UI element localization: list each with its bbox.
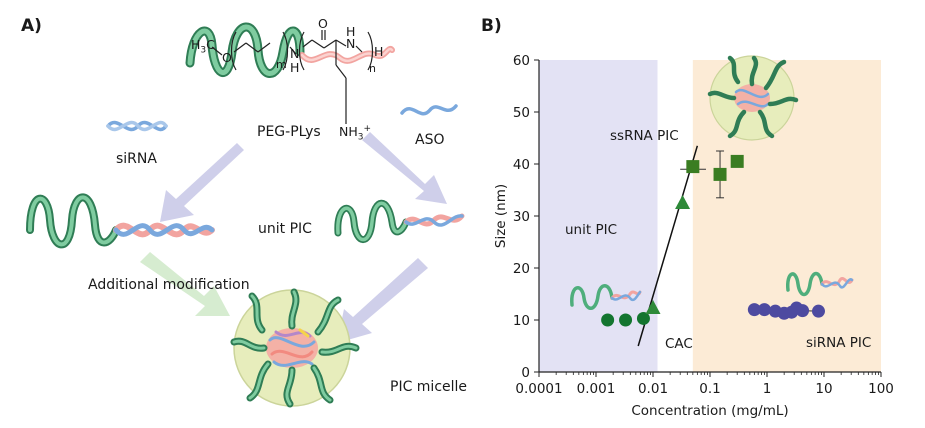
arrow-to-unit-left (160, 143, 244, 222)
ssrna-micelle-peg (727, 55, 741, 85)
sirna-unit-pic (26, 193, 215, 249)
chem-nh3-sub: 3 (357, 132, 364, 143)
data-point-square (713, 167, 727, 181)
data-point-circle (747, 303, 761, 317)
chem-h3c-sub: 3 (200, 45, 207, 56)
sirna-glyph-peg (786, 271, 824, 297)
data-point-circle (601, 313, 615, 327)
unit-pic-annotation: unit PIC (565, 222, 617, 238)
sirna-helix (106, 120, 168, 132)
chem-h-amide: H (346, 24, 356, 39)
x-tick-label: 0.001 (577, 381, 616, 397)
data-point-triangle (645, 300, 661, 315)
ssrna-micelle-peg (707, 90, 737, 101)
chem-n-subscript: n (369, 62, 376, 75)
chem-nh3-sup: + (363, 124, 372, 134)
x-tick-label: 1 (763, 381, 772, 397)
panel-a-label: A) (21, 16, 42, 36)
ssrna-micelle-peg (757, 109, 775, 139)
pic-micelle (230, 288, 360, 408)
chem-h: H (191, 37, 201, 52)
additional-modification-label: Additional modification (88, 277, 250, 293)
y-tick-label: 40 (513, 157, 530, 173)
chem-h3c: H3C (191, 37, 215, 56)
ssrna-micelle-rna (736, 100, 770, 108)
arrow-to-unit-right (362, 132, 447, 204)
unit-pic-label: unit PIC (258, 221, 312, 237)
region-unit-pic (539, 60, 658, 372)
x-tick-label: 0.0001 (515, 381, 562, 397)
ssrna-micelle-peg (767, 96, 799, 107)
y-tick-label: 60 (513, 53, 530, 69)
y-axis-title: Size (nm) (493, 184, 509, 248)
peg-plys-polymer (185, 22, 395, 78)
chem-m: m (276, 58, 287, 71)
y-tick-label: 10 (513, 313, 530, 329)
cac-annotation: CAC (665, 336, 693, 352)
peg-plys-label: PEG-PLys (257, 124, 321, 140)
data-point-triangle (675, 195, 691, 209)
aso-unit-pic (334, 199, 465, 244)
data-point-circle (619, 313, 633, 327)
panel-b-label: B) (481, 16, 502, 36)
chemical-structure (211, 30, 374, 124)
chem-n-ether: N (290, 46, 300, 61)
data-point-circle (796, 304, 810, 318)
x-tick-label: 0.01 (638, 381, 668, 397)
x-tick-label: 100 (868, 381, 894, 397)
sirna-pic-annotation: siRNA PIC (806, 335, 871, 351)
aso-strand (400, 104, 458, 116)
sirna-glyph-blue (820, 278, 854, 289)
ssrna-micelle-peg (727, 109, 747, 139)
chem-nh3: NH3+ (339, 124, 371, 143)
data-point-circle (636, 311, 650, 325)
data-point-square (730, 154, 744, 168)
x-tick-label: 10 (815, 381, 832, 397)
unit-pic-glyph-peg (570, 284, 614, 310)
aso-label: ASO (415, 132, 445, 148)
x-tick-label: 0.1 (699, 381, 720, 397)
chem-h-end: H (374, 44, 384, 59)
data-point-circle (757, 303, 771, 317)
arrow-to-micelle (337, 258, 428, 343)
ssrna-pic-annotation: ssRNA PIC (610, 128, 679, 144)
ssrna-micelle-peg (763, 59, 787, 91)
y-tick-label: 0 (521, 365, 530, 381)
unit-pic-glyph-blue (610, 290, 642, 302)
data-point-circle (811, 304, 825, 318)
x-axis-title: Concentration (mg/mL) (631, 403, 788, 419)
data-point-square (686, 160, 700, 174)
y-tick-label: 50 (513, 105, 530, 121)
chem-o: O (222, 50, 232, 65)
ssrna-micelle-rna (734, 88, 770, 99)
chem-n-amide: N (346, 36, 356, 51)
chem-o-carbonyl: O (318, 16, 328, 31)
y-tick-label: 30 (513, 209, 530, 225)
sirna-label: siRNA (116, 151, 157, 167)
chem-nh: NH (339, 124, 358, 140)
pic-micelle-label: PIC micelle (390, 379, 468, 395)
y-tick-label: 20 (513, 261, 530, 277)
chem-h-ether: H (290, 60, 300, 75)
ssrna-micelle-peg (749, 55, 759, 87)
chem-c: C (206, 37, 215, 52)
arrow-additional-modification (140, 252, 230, 316)
